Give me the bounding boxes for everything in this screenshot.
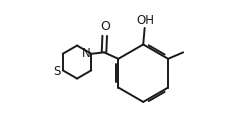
Text: S: S [53, 65, 60, 77]
Text: OH: OH [136, 13, 154, 27]
Text: O: O [100, 20, 110, 33]
Text: N: N [82, 47, 91, 60]
